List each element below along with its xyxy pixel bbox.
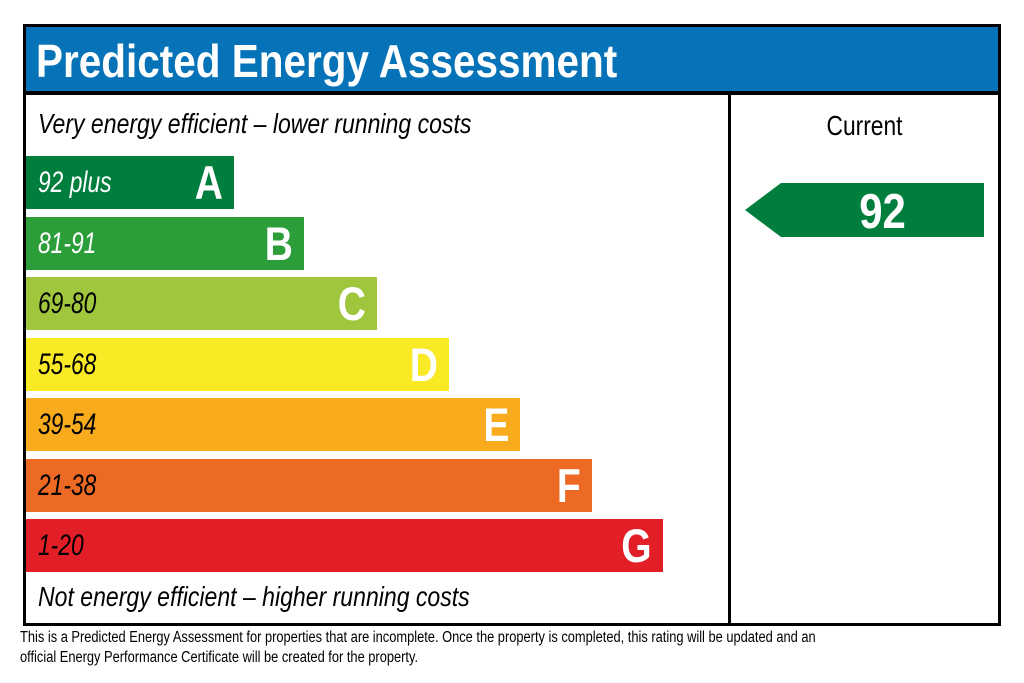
band-grade-letter: F bbox=[557, 459, 581, 512]
band-range-label: 69-80 bbox=[38, 287, 97, 320]
footnote: This is a Predicted Energy Assessment fo… bbox=[20, 628, 849, 669]
note-very-efficient: Very energy efficient – lower running co… bbox=[38, 107, 472, 139]
rating-band-d: 55-68 D bbox=[26, 338, 449, 391]
note-not-efficient: Not energy efficient – higher running co… bbox=[38, 581, 470, 612]
pane-divider bbox=[728, 95, 731, 623]
current-rating-value: 92 bbox=[859, 184, 906, 239]
band-grade-letter: A bbox=[194, 156, 223, 209]
band-range-label: 92 plus bbox=[38, 166, 112, 199]
footnote-line-1: This is a Predicted Energy Assessment fo… bbox=[20, 628, 816, 646]
footnote-line-2: official Energy Performance Certificate … bbox=[20, 649, 419, 666]
band-range-label: 1-20 bbox=[38, 529, 84, 562]
chart-title-bar: Predicted Energy Assessment bbox=[26, 27, 998, 95]
rating-band-b: 81-91 B bbox=[26, 217, 304, 270]
band-grade-letter: C bbox=[337, 277, 366, 330]
rating-band-f: 21-38 F bbox=[26, 459, 592, 512]
chart-body: Very energy efficient – lower running co… bbox=[26, 95, 998, 623]
rating-band-a: 92 plus A bbox=[26, 156, 234, 209]
chart-title: Predicted Energy Assessment bbox=[36, 35, 618, 87]
rating-band-c: 69-80 C bbox=[26, 277, 377, 330]
band-range-label: 81-91 bbox=[38, 227, 97, 260]
band-range-label: 55-68 bbox=[38, 348, 97, 381]
band-grade-letter: D bbox=[409, 338, 438, 391]
rating-scale-pane: Very energy efficient – lower running co… bbox=[26, 95, 728, 623]
epc-chart-frame: Predicted Energy Assessment Very energy … bbox=[23, 24, 1001, 626]
rating-band-g: 1-20 G bbox=[26, 519, 663, 572]
band-grade-letter: B bbox=[264, 217, 293, 270]
current-rating-arrow: 92 bbox=[745, 183, 984, 237]
band-range-label: 39-54 bbox=[38, 408, 97, 441]
band-range-label: 21-38 bbox=[38, 469, 97, 502]
rating-band-e: 39-54 E bbox=[26, 398, 520, 451]
band-grade-letter: G bbox=[621, 519, 652, 572]
band-grade-letter: E bbox=[482, 398, 509, 451]
current-rating-pane: Current 92 bbox=[731, 95, 998, 623]
current-column-header: Current bbox=[826, 110, 903, 141]
